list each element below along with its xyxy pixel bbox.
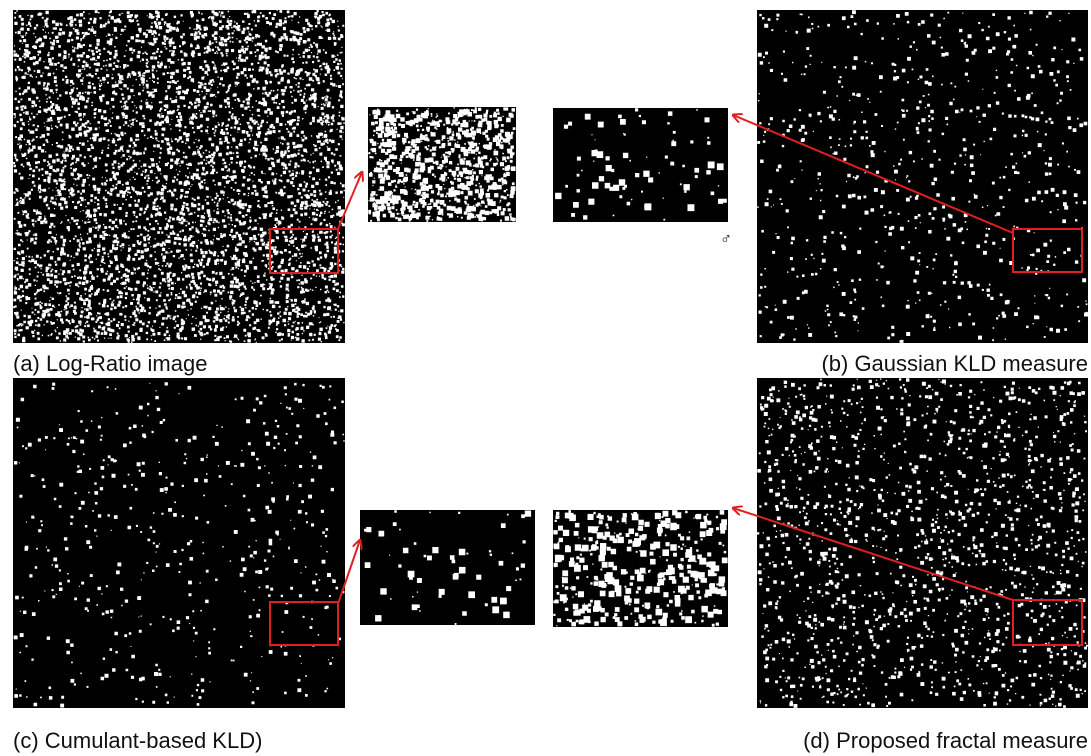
image-panel (13, 378, 345, 708)
caption: (d) Proposed fractal measure (803, 728, 1088, 753)
symbol: ♂ (720, 231, 732, 248)
page: (a) Log-Ratio image (b) Gaussian KLD mea… (0, 0, 1091, 756)
figure: (a) Log-Ratio image (b) Gaussian KLD mea… (0, 0, 1091, 756)
caption: (b) Gaussian KLD measure (821, 351, 1088, 376)
caption: (a) Log-Ratio image (13, 351, 207, 376)
caption: (c) Cumulant-based KLD) (13, 728, 262, 753)
image-panel (553, 108, 728, 222)
image-panel (360, 510, 535, 625)
